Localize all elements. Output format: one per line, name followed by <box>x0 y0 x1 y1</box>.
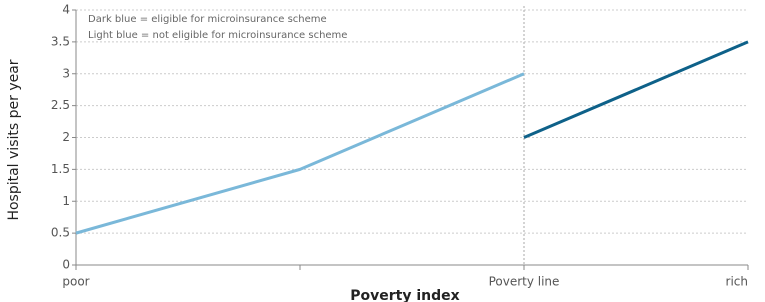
y-tick-label: 3.5 <box>51 34 70 48</box>
y-tick-label: 4 <box>62 3 70 17</box>
y-tick-label: 1.5 <box>51 162 70 176</box>
x-tick-label: Poverty line <box>489 275 560 289</box>
annotation: Dark blue = eligible for microinsurance … <box>88 14 327 25</box>
x-axis-title: Poverty index <box>350 288 459 302</box>
annotation: Light blue = not eligible for microinsur… <box>88 30 347 41</box>
y-tick-label: 1 <box>62 194 70 208</box>
x-tick-label: poor <box>62 275 89 289</box>
x-tick-label: rich <box>726 275 748 289</box>
series-line <box>523 40 749 139</box>
y-tick-label: 0.5 <box>51 226 70 240</box>
y-axis-title: Hospital visits per year <box>6 59 22 220</box>
series-line <box>75 72 525 235</box>
y-tick-label: 0 <box>62 258 70 272</box>
y-tick-label: 3 <box>62 66 70 80</box>
y-tick-label: 2.5 <box>51 98 70 112</box>
y-tick-label: 2 <box>62 130 70 144</box>
